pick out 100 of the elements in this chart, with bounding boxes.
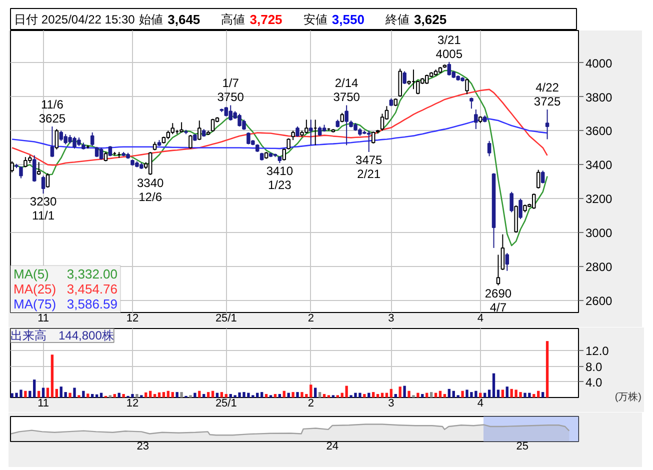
bar <box>345 386 348 398</box>
x-tick-label: 12 <box>126 398 139 410</box>
bar <box>158 392 161 398</box>
bar <box>216 392 219 398</box>
bar <box>403 386 406 398</box>
bar <box>488 390 491 398</box>
annotation: 2/14 3750 <box>333 76 360 104</box>
annotation: 3475 2/21 <box>356 152 383 181</box>
x-tick-label: 25 <box>516 440 529 452</box>
y-tick-label: 8.0 <box>586 360 603 374</box>
bar <box>282 390 286 398</box>
bar <box>162 392 166 398</box>
y-tick-label: 4.0 <box>586 375 603 390</box>
bar <box>546 341 549 398</box>
bar <box>541 392 544 398</box>
bar <box>136 394 138 398</box>
annotation: 3410 1/23 <box>266 164 294 192</box>
bar <box>260 392 264 398</box>
text: 安値 3,550 <box>303 12 364 27</box>
y-tick-label: 3600 <box>586 124 613 138</box>
candlestick <box>291 130 295 141</box>
bar <box>28 390 32 398</box>
candlestick <box>447 61 452 76</box>
x-tick-label: 12 <box>126 312 139 324</box>
candlestick <box>470 97 474 110</box>
bar <box>479 392 482 398</box>
candlestick <box>371 131 376 144</box>
x-tick-label: 23 <box>136 440 150 452</box>
x-tick-label: 25/1 <box>215 312 237 324</box>
bar <box>278 394 282 398</box>
bar <box>461 390 464 398</box>
bar <box>82 390 85 398</box>
bar <box>484 392 486 398</box>
candlestick <box>496 254 500 286</box>
x-tick-label: 2 <box>308 312 314 324</box>
bar <box>171 392 174 398</box>
candlestick <box>518 198 522 220</box>
candlestick <box>505 252 510 272</box>
text: 終値 3,625 <box>384 12 447 27</box>
candlestick <box>54 128 59 150</box>
bar <box>256 392 259 398</box>
bar <box>180 392 183 398</box>
x-tick-label: 2 <box>308 398 314 410</box>
candlestick <box>309 119 313 146</box>
y-tick-label: 3800 <box>586 90 613 104</box>
bar <box>73 388 76 398</box>
text: MA(5) 3,332.00 <box>14 266 118 282</box>
annotation: 11/6 3625 <box>38 97 66 126</box>
candlestick <box>424 74 429 85</box>
bar <box>202 394 206 398</box>
y-tick-label: 2800 <box>586 260 613 274</box>
candlestick <box>318 126 322 136</box>
candlestick <box>500 234 505 271</box>
candlestick <box>41 175 46 194</box>
x-tick-label: 3 <box>388 398 394 410</box>
bar <box>501 390 504 398</box>
bar <box>194 392 196 398</box>
bar <box>430 392 433 398</box>
bar <box>394 394 397 398</box>
candlestick <box>198 120 202 141</box>
candlestick <box>148 151 152 176</box>
candlestick <box>50 126 54 158</box>
candlestick <box>180 122 184 133</box>
bar <box>100 392 103 398</box>
x-tick-label: 24 <box>326 440 339 452</box>
bar <box>438 390 442 398</box>
bar <box>86 394 90 398</box>
x-tick-label: 3 <box>388 312 394 324</box>
bar <box>434 392 438 398</box>
candlestick <box>465 78 469 95</box>
bar <box>206 392 210 398</box>
bar <box>376 394 380 398</box>
bar <box>532 394 536 398</box>
candlestick <box>36 162 41 176</box>
bar <box>314 388 317 398</box>
bar <box>148 390 152 398</box>
y-tick-label: 4000 <box>586 56 613 70</box>
text: 始値 3,645 <box>139 12 200 27</box>
bar <box>68 392 72 398</box>
bar <box>211 390 214 398</box>
bar <box>95 394 98 398</box>
bar <box>220 392 224 398</box>
candlestick <box>366 130 371 152</box>
candlestick <box>536 169 540 189</box>
bar <box>318 392 322 398</box>
bar <box>264 394 268 398</box>
bar <box>322 394 326 398</box>
bar <box>421 394 424 398</box>
bar <box>372 392 375 398</box>
bar <box>426 392 428 398</box>
bar <box>390 388 393 398</box>
bar <box>292 392 294 398</box>
candlestick <box>474 108 478 130</box>
candlestick <box>380 113 384 132</box>
text: MA(25) 3,454.76 <box>14 282 118 296</box>
candlestick <box>282 148 286 161</box>
bar <box>363 394 366 398</box>
annotation: 出来高 144,800株 <box>10 328 114 342</box>
y-tick-label: 2600 <box>586 294 613 308</box>
bar <box>506 386 508 398</box>
